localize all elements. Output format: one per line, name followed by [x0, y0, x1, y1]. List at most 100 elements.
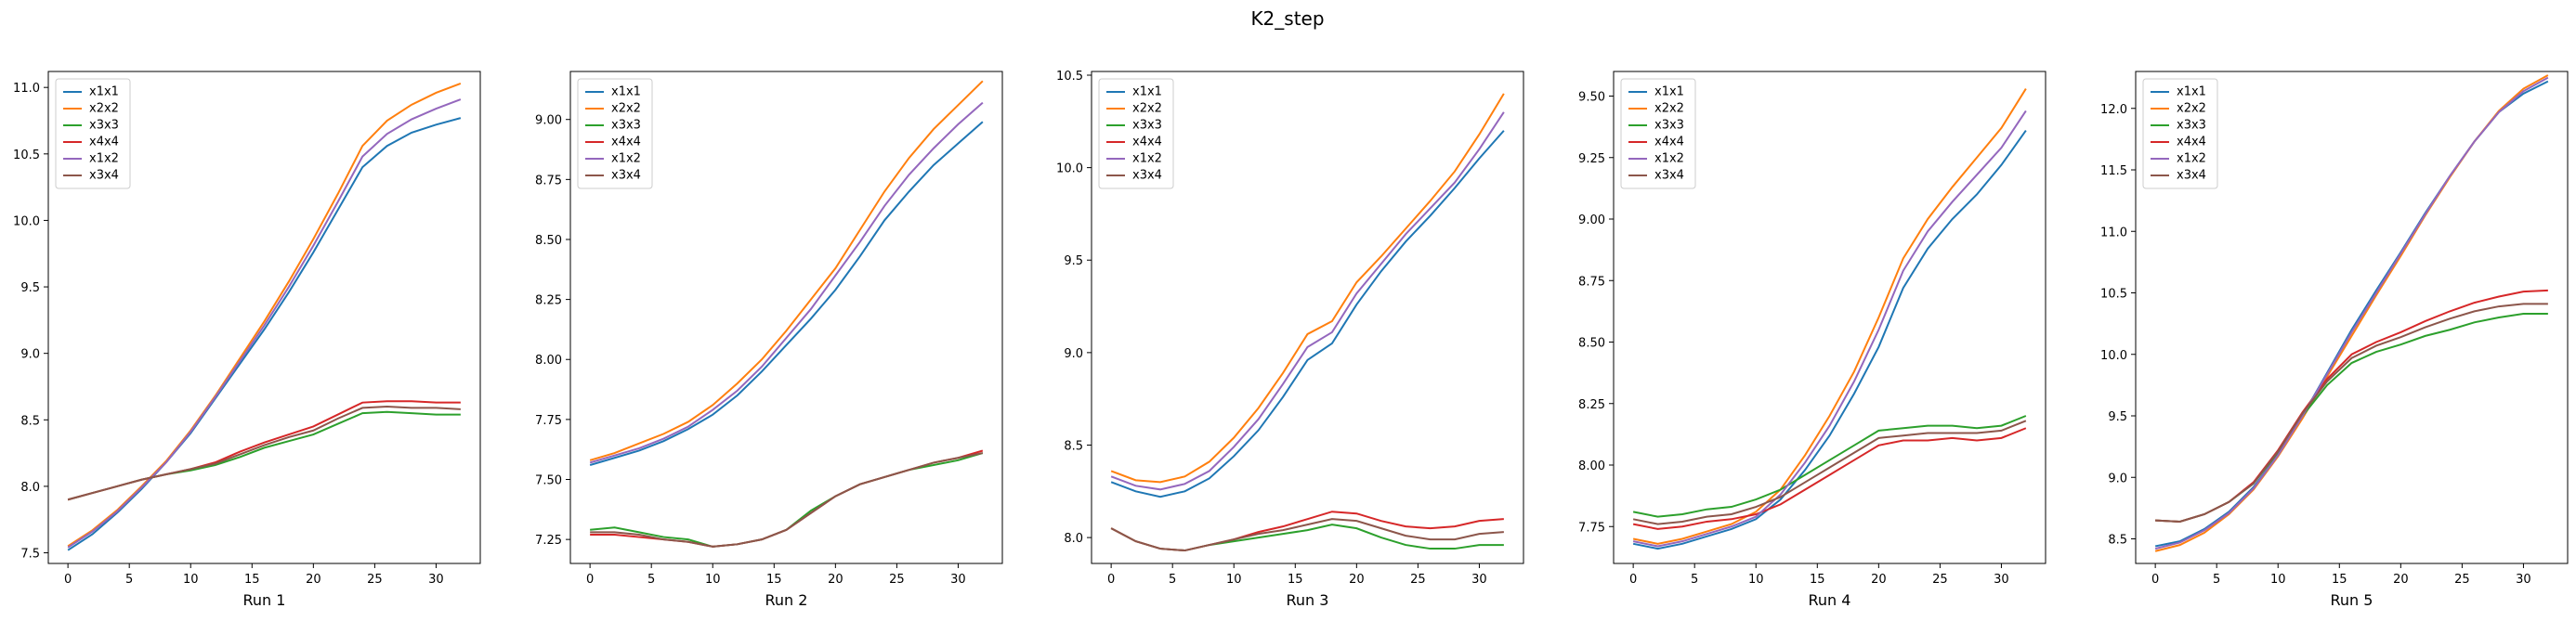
plot-area: [589, 80, 984, 548]
y-tick-label: 11.0: [2100, 226, 2127, 239]
legend-label: x3x3: [1654, 119, 1684, 133]
y-tick-label: 8.75: [535, 174, 562, 188]
x-tick-label: 20: [1349, 573, 1365, 587]
x-tick-label: 0: [1107, 573, 1115, 587]
y-tick-label: 8.25: [535, 294, 562, 308]
x-tick-label: 15: [244, 573, 260, 587]
x-tick-label: 25: [367, 573, 383, 587]
x-tick-label: 30: [950, 573, 966, 587]
series-line: [1632, 130, 2027, 550]
series-line: [1632, 110, 2027, 548]
legend-label: x1x2: [1132, 152, 1162, 166]
y-tick-label: 8.50: [535, 234, 562, 248]
axes-frame: [2135, 71, 2569, 564]
axes-frame: [47, 71, 481, 564]
x-tick-label: 10: [183, 573, 199, 587]
y-tick-label: 11.5: [2100, 164, 2127, 178]
series-line: [67, 98, 462, 549]
subplot: 0 5 10 15 20 25 30 8.0 8.5 9.0 9.5 10.0 10.5 Run 3 x1x…: [1056, 70, 1524, 609]
series-line: [590, 452, 984, 548]
x-tick-label: 25: [2454, 573, 2470, 587]
legend-box: [1620, 78, 1696, 189]
y-tick-label: 9.0: [2108, 472, 2127, 485]
x-tick-label: 15: [766, 573, 782, 587]
legend-label: x1x1: [611, 85, 641, 99]
legend-label: x3x3: [1132, 119, 1162, 133]
x-tick-label: 5: [1691, 573, 1698, 587]
x-tick-label: 20: [1871, 573, 1887, 587]
x-tick-label: 20: [306, 573, 321, 587]
plot-area: [1110, 93, 1505, 552]
y-tick-label: 10.0: [2100, 349, 2127, 363]
legend-box: [577, 78, 653, 189]
y-tick-label: 9.5: [2108, 410, 2127, 424]
y-tick-label: 9.5: [1064, 254, 1083, 268]
x-axis-label: Run 5: [2331, 591, 2373, 609]
series-line: [589, 121, 984, 466]
plot-area: [2154, 74, 2549, 552]
legend-label: x3x3: [2177, 119, 2206, 133]
x-tick-label: 30: [428, 573, 444, 587]
x-tick-label: 5: [125, 573, 133, 587]
y-tick-label: 8.50: [1578, 337, 1605, 351]
axes-frame: [1091, 71, 1524, 564]
y-tick-label: 8.0: [1064, 532, 1083, 546]
series-line: [1632, 415, 2027, 518]
y-tick-label: 7.25: [535, 534, 562, 548]
x-tick-label: 5: [647, 573, 655, 587]
legend-label: x1x1: [1132, 85, 1162, 99]
y-tick-label: 10.5: [2100, 288, 2127, 302]
x-tick-label: 0: [1629, 573, 1637, 587]
x-tick-label: 15: [1288, 573, 1303, 587]
x-tick-label: 10: [2270, 573, 2286, 587]
y-tick-label: 8.5: [1064, 439, 1083, 453]
figure-title: K2_step: [1250, 7, 1324, 30]
legend-label: x3x4: [89, 169, 119, 183]
legend-label: x4x4: [89, 136, 119, 149]
subplot: 0 5 10 15 20 25 30 8.5 9.0 9.5 10.0 10.5 11.0 11.5 12.…: [2100, 71, 2569, 609]
y-tick-label: 8.00: [535, 354, 562, 368]
x-tick-label: 0: [64, 573, 72, 587]
x-tick-label: 5: [1169, 573, 1176, 587]
series-line: [67, 82, 462, 548]
legend-label: x1x2: [611, 152, 641, 166]
y-tick-label: 7.75: [535, 414, 562, 428]
plot-area: [1632, 88, 2027, 550]
legend-label: x3x4: [611, 169, 641, 183]
y-tick-label: 9.25: [1578, 152, 1605, 166]
legend-label: x2x2: [1654, 102, 1684, 116]
legend: x1x1 x2x2 x3x3 x4x4 x1x2 x3x4: [1620, 78, 1696, 189]
x-tick-label: 15: [2332, 573, 2347, 587]
series-line: [2155, 303, 2548, 523]
series-line: [1632, 420, 2027, 525]
legend: x1x1 x2x2 x3x3 x4x4 x1x2 x3x4: [577, 78, 653, 189]
legend-box: [2142, 78, 2218, 189]
x-tick-label: 10: [1748, 573, 1764, 587]
series-line: [589, 101, 984, 464]
legend-label: x4x4: [1654, 136, 1684, 149]
legend-label: x1x1: [2177, 85, 2206, 99]
legend: x1x1 x2x2 x3x3 x4x4 x1x2 x3x4: [1098, 78, 1174, 189]
legend-label: x3x3: [611, 119, 641, 133]
series-line: [1110, 130, 1505, 498]
axes-frame: [1613, 71, 2046, 564]
x-tick-label: 25: [889, 573, 905, 587]
y-tick-label: 9.0: [20, 348, 40, 362]
legend-label: x3x4: [1132, 169, 1162, 183]
x-tick-label: 5: [2213, 573, 2220, 587]
y-tick-label: 8.5: [20, 414, 40, 428]
y-tick-label: 11.0: [13, 82, 40, 96]
y-tick-label: 8.0: [20, 481, 40, 495]
x-tick-label: 0: [2151, 573, 2159, 587]
series-line: [1632, 427, 2027, 530]
x-tick-label: 30: [1471, 573, 1487, 587]
x-tick-label: 10: [705, 573, 721, 587]
y-tick-label: 10.0: [1056, 162, 1083, 176]
axes-frame: [569, 71, 1003, 564]
x-axis-label: Run 3: [1287, 591, 1329, 609]
legend-label: x4x4: [1132, 136, 1162, 149]
legend-label: x1x1: [89, 85, 119, 99]
y-tick-label: 8.75: [1578, 275, 1605, 289]
y-tick-label: 8.00: [1578, 459, 1605, 473]
